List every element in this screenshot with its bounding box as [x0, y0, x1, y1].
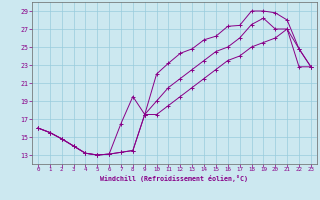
X-axis label: Windchill (Refroidissement éolien,°C): Windchill (Refroidissement éolien,°C) — [100, 175, 248, 182]
